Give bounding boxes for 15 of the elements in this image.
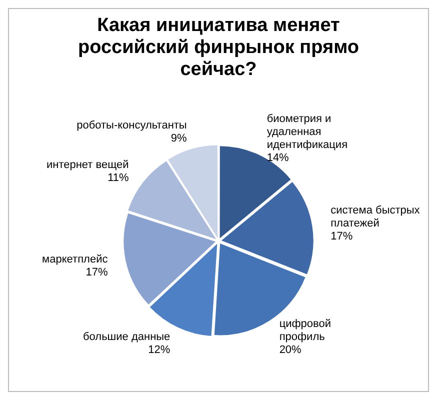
data-label: 12%: [148, 344, 170, 356]
slice-label: большие данные: [82, 331, 170, 344]
data-label: 9%: [170, 132, 188, 145]
slice-label: система быстрых платежей: [330, 204, 420, 230]
slice-label: цифровой профиль: [279, 318, 332, 343]
data-label: 17%: [86, 266, 108, 278]
data-label: 17%: [330, 230, 353, 242]
chart-title: Какая инициатива меняет российский финрынок прямо сейчас?: [77, 15, 360, 81]
data-label: 11%: [108, 172, 130, 184]
slice-label: биометрия и удаленная идентификация: [266, 112, 348, 151]
slice-label: роботы-консультанты: [76, 120, 187, 132]
data-label: 20%: [279, 344, 302, 356]
slice-label: интернет вещей: [46, 158, 129, 171]
data-label: 14%: [266, 152, 290, 164]
slice-label: маркетплейс: [42, 253, 108, 266]
